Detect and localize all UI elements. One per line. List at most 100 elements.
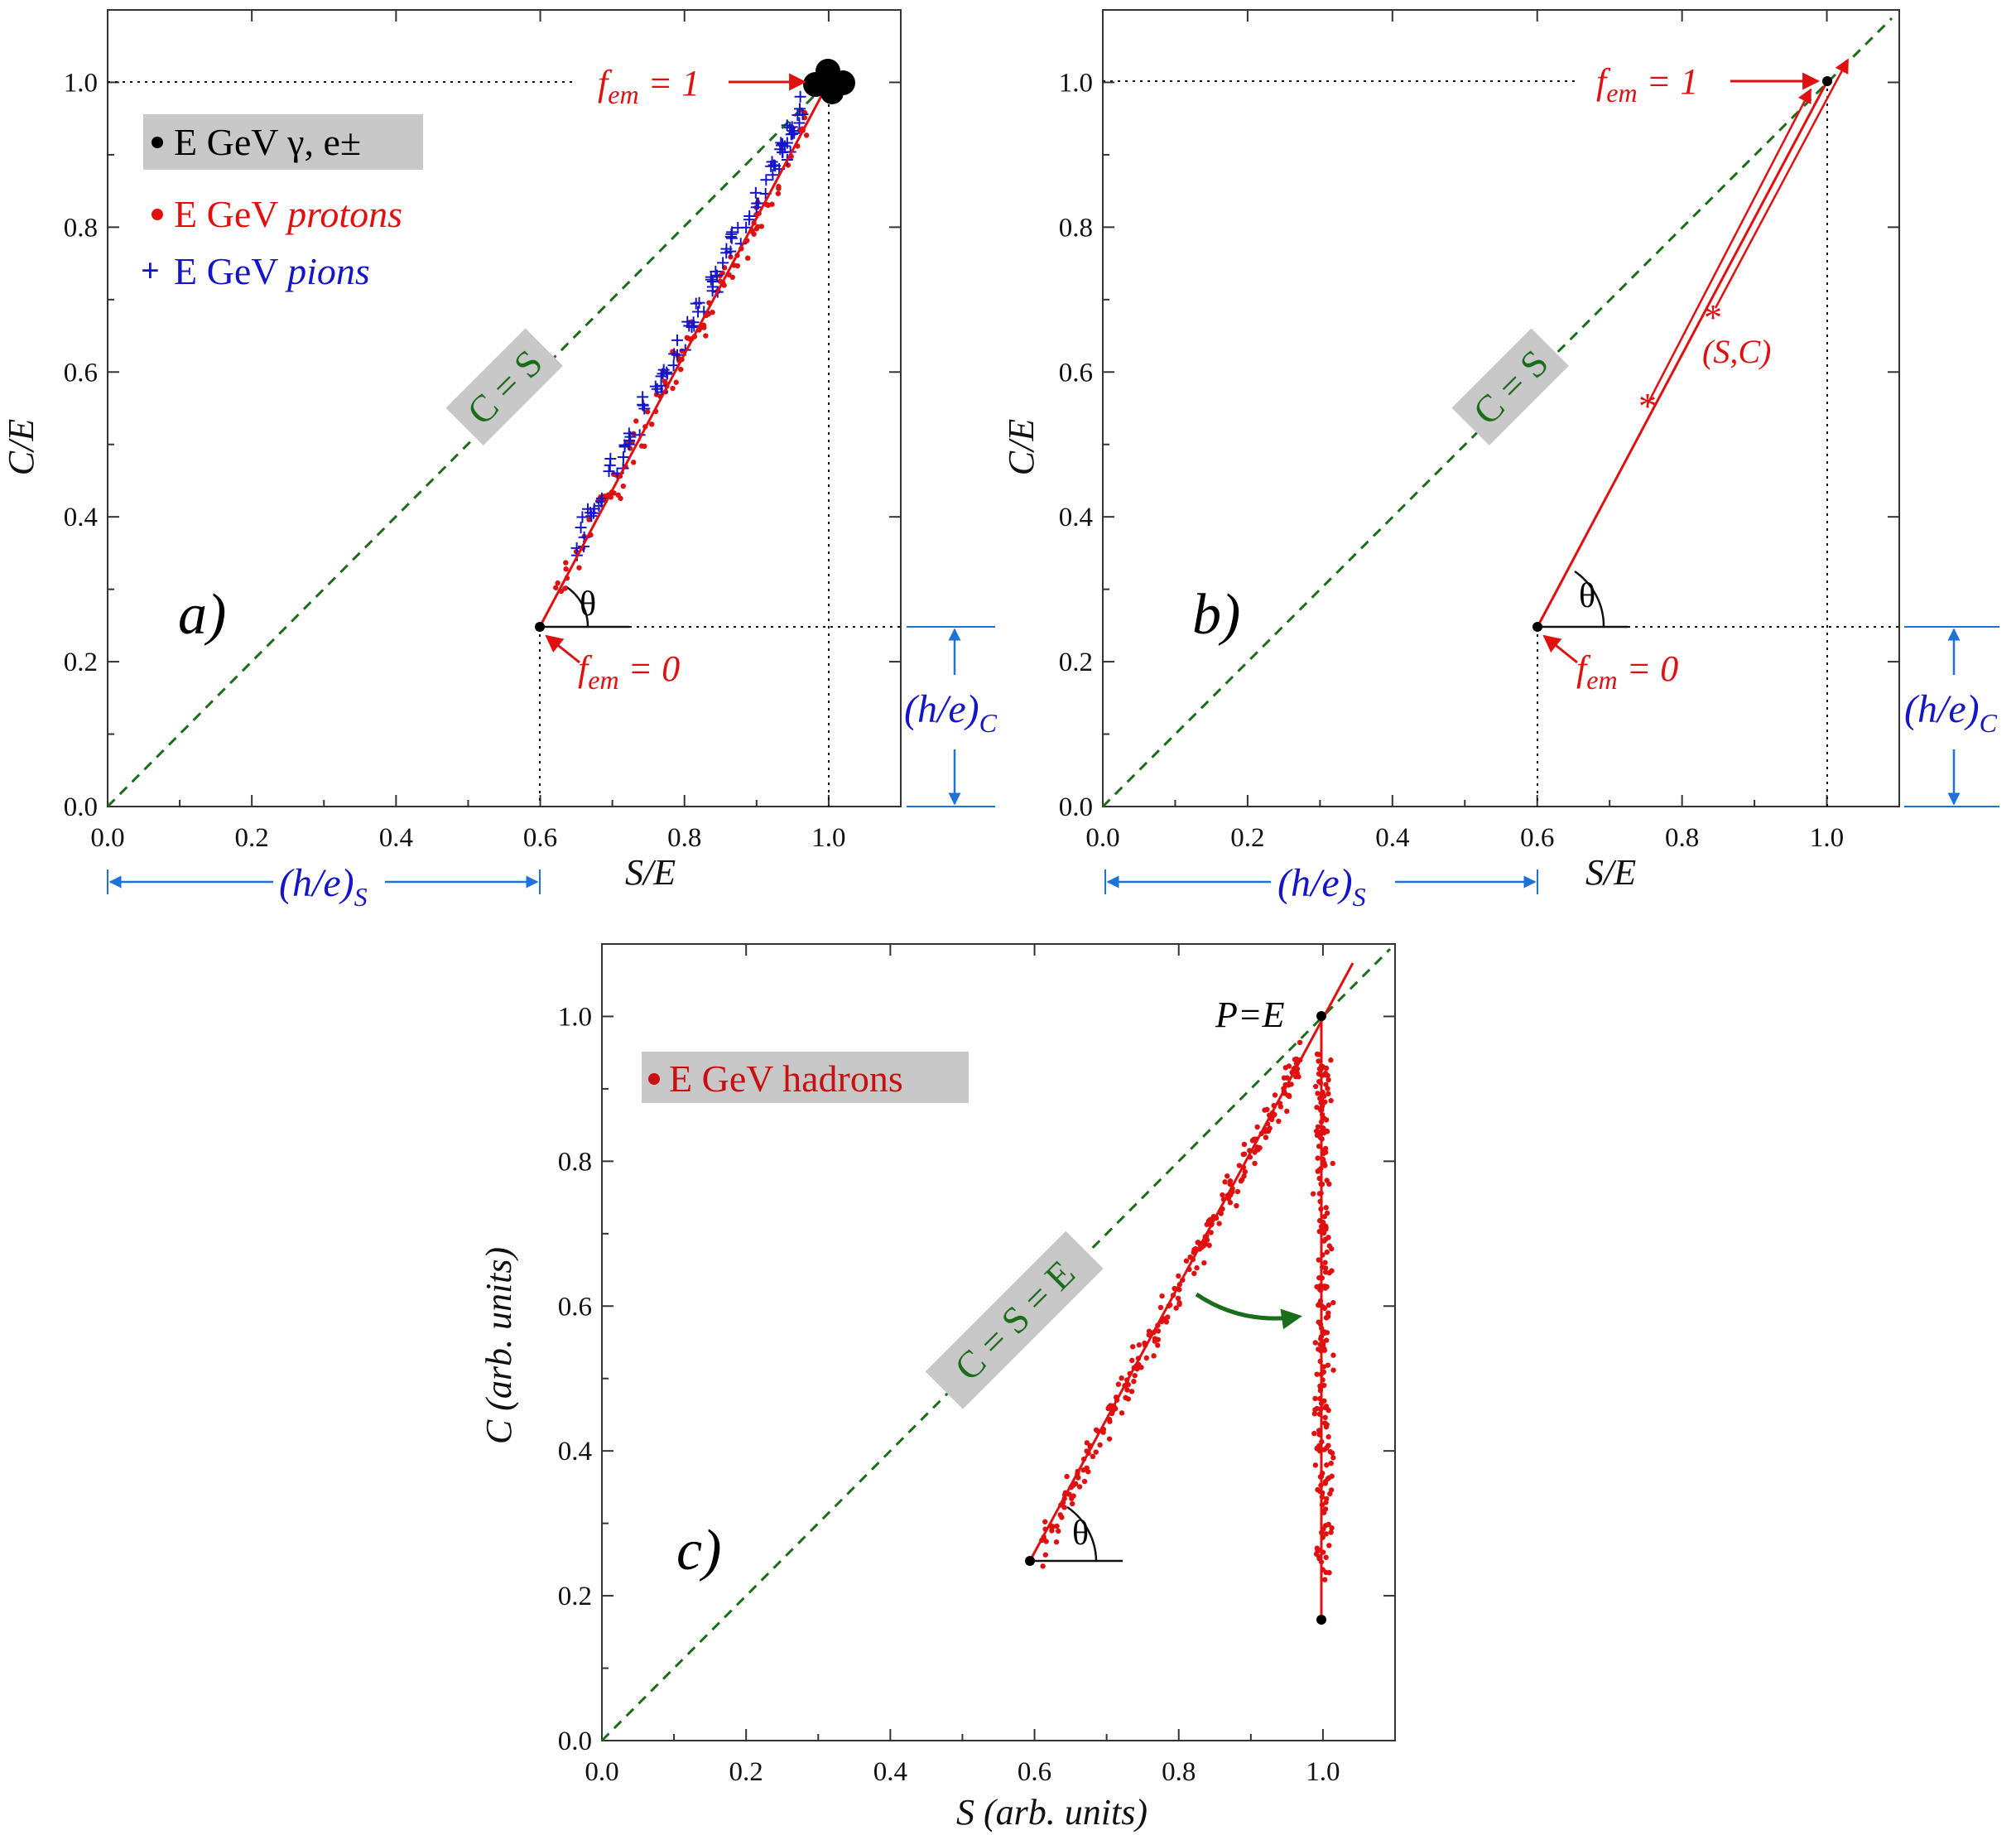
panel-a: 0.0 0.2 0.4 0.6 0.8 1.0 0.0 0.2 0.4 0.6 0.8 1.0 E G… [1, 9, 998, 912]
plot-frame [601, 943, 1396, 1741]
hadron-point [1119, 1375, 1124, 1381]
legend-bg [642, 1052, 969, 1103]
hadron-point [1324, 1128, 1330, 1134]
x-tick-label: 0.8 [667, 823, 701, 853]
hadron-point [1056, 1528, 1061, 1534]
hadron-point [1097, 1442, 1103, 1448]
hadron-line [1536, 80, 1829, 628]
hadron-point [1194, 1264, 1200, 1271]
hadron-point [1326, 1302, 1331, 1308]
hadron-origin-point [1532, 622, 1542, 632]
hadron-point [1315, 1168, 1321, 1174]
hadron-point [1163, 1319, 1170, 1325]
hadron-point [1314, 1105, 1320, 1110]
hadron-point [803, 132, 810, 138]
x-tick-label: 0.2 [1230, 823, 1264, 853]
hadron-point [1328, 1097, 1334, 1104]
bottom-point [1316, 1615, 1326, 1625]
x-tick-label: 0.4 [873, 1757, 907, 1787]
em-point [1822, 76, 1832, 86]
hadron-point [1328, 1460, 1334, 1467]
hadron-point [1321, 1347, 1328, 1353]
axis-ticks: 0.0 0.2 0.4 0.6 0.8 1.0 0.0 0.2 0.4 0.6 0.8 1.0 [558, 944, 1395, 1787]
x-tick-label: 0.0 [1085, 823, 1119, 853]
hadron-point [1323, 1081, 1329, 1087]
hadron-point [1323, 1065, 1330, 1072]
hadron-point [638, 443, 645, 449]
he-c-label: (h/e)C [1904, 687, 1998, 738]
hadron-point [1325, 1476, 1330, 1482]
hadron-point [1328, 1529, 1334, 1535]
diagonal-label-bg [1451, 328, 1569, 446]
hadron-point [1310, 1191, 1316, 1197]
he-c-label: (h/e)C [904, 687, 998, 738]
em-cluster [803, 59, 855, 104]
hadron-point [1325, 1313, 1331, 1320]
hadron-point [1040, 1563, 1046, 1569]
hadron-point [1322, 1481, 1329, 1486]
plot-frame [1102, 9, 1900, 807]
hadron-point [1288, 1081, 1294, 1087]
hadron-point [645, 409, 651, 415]
diagonal-line [106, 79, 830, 808]
hadron-point [1322, 1404, 1328, 1410]
hadron-point [1254, 1124, 1260, 1130]
y-tick-label: 0.6 [558, 1292, 592, 1322]
diagonal-label: C = S [1451, 328, 1569, 446]
hadron-point [1254, 1144, 1260, 1150]
panel-label: b) [1192, 583, 1240, 647]
hadron-point [729, 274, 735, 280]
hadron-point [1286, 1063, 1292, 1069]
hadron-point [1315, 1155, 1321, 1161]
hadron-point [1119, 1410, 1125, 1416]
hadron-point [618, 495, 623, 502]
hadron-point [1323, 1205, 1329, 1211]
hadron-point [1324, 1445, 1330, 1451]
y-tick-label: 0.4 [64, 503, 98, 532]
pe-label: P=E [1215, 995, 1285, 1035]
hadron-point [1151, 1353, 1157, 1359]
hadron-point [1263, 1129, 1268, 1134]
hadron-point [1220, 1192, 1225, 1198]
hadron-point [1323, 1531, 1329, 1537]
hadron-point [1143, 1355, 1149, 1361]
hadron-point [1129, 1357, 1135, 1364]
x-tick-label: 0.0 [90, 823, 124, 853]
pe-point [1316, 1011, 1326, 1021]
hadron-origin-point [1025, 1556, 1035, 1566]
hadron-point [1322, 1523, 1329, 1529]
hadron-point [1080, 1467, 1086, 1473]
y-tick-label: 0.0 [64, 792, 98, 822]
legend-marker-em [152, 137, 163, 148]
hadron-point [1284, 1108, 1290, 1115]
theta-arc [565, 585, 589, 628]
x-tick-label: 1.0 [1306, 1757, 1340, 1787]
scatter-series [1039, 1039, 1336, 1582]
hadron-point [1234, 1202, 1239, 1209]
hadron-point [1314, 1051, 1321, 1057]
hadron-point [1325, 1362, 1331, 1368]
hadron-point [620, 483, 626, 489]
hadron-point [631, 460, 637, 465]
hadron-point [649, 421, 655, 427]
y-tick-label: 0.8 [1059, 213, 1093, 243]
hadron-point [1324, 1495, 1330, 1502]
y-tick-label: 0.6 [1059, 358, 1093, 388]
hadron-point [751, 231, 757, 237]
axis-ticks: 0.0 0.2 0.4 0.6 0.8 1.0 0.0 0.2 0.4 0.6 0.8 1.0 [64, 10, 901, 853]
hadron-point [1061, 1505, 1067, 1510]
hadron-point [1216, 1221, 1222, 1226]
plot-frame [107, 9, 902, 807]
legend-marker-hadrons [648, 1073, 660, 1085]
hadron-point [1071, 1493, 1076, 1499]
hadron-point [1093, 1449, 1099, 1455]
hadron-point [1324, 1330, 1330, 1336]
hadron-origin-point [535, 622, 545, 632]
hadron-point [1227, 1200, 1234, 1206]
x-tick-label: 1.0 [1810, 823, 1844, 853]
hadron-point [1236, 1163, 1243, 1168]
axis-ticks: 0.0 0.2 0.4 0.6 0.8 1.0 0.0 0.2 0.4 0.6 0.8 1.0 [1059, 10, 1899, 853]
hadron-point [703, 333, 709, 339]
hadron-point [678, 366, 684, 373]
x-tick-label: 0.8 [1162, 1757, 1196, 1787]
